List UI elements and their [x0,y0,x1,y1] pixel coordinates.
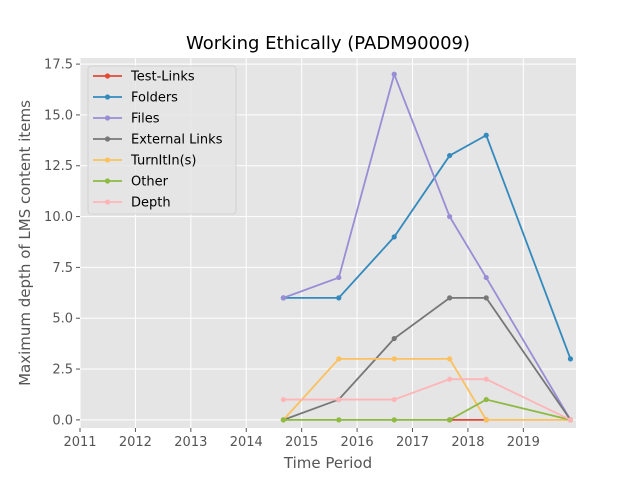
legend-item: Folders [93,91,178,106]
legend-label: Test-Links [130,70,195,85]
data-point-other [336,417,342,423]
y-tick-label: 2.5 [52,363,73,378]
y-axis: 0.0 2.5 5.0 7.5 10.0 12.5 15.0 17.5 [44,58,80,428]
legend-box [87,65,237,215]
legend-item: Test-Links [93,70,195,85]
y-tick-label: 5.0 [52,312,73,327]
data-point-folders [483,132,489,138]
series-depth [280,376,574,423]
series-line-depth [283,378,571,421]
x-axis: 2011 2012 2013 2014 2015 2016 2017 2018 2019 [63,428,540,450]
legend-item: Other [93,175,169,190]
legend-item: TurnItIn(s) [93,154,196,169]
legend-item: Depth [93,196,171,211]
y-tick-label: 10.0 [44,210,73,225]
y-tick-label: 0.0 [52,413,73,428]
data-point-files [391,71,397,77]
x-tick-label: 2017 [396,435,429,450]
data-point-folders [447,152,453,159]
legend-label: Depth [131,196,171,211]
data-point-depth [280,396,286,403]
legend-marker [104,73,111,79]
series-line-turnitin-s [282,357,571,421]
data-point-depth [391,396,397,403]
data-point-folders [391,234,397,240]
legend-label: Other [131,175,169,190]
y-tick-label: 7.5 [52,261,73,276]
legend-marker [104,136,111,142]
legend-label: Folders [131,91,178,106]
legend-item: Files [93,112,160,127]
data-point-depth [567,417,574,423]
data-point-other [280,417,286,423]
legend-marker [104,178,111,184]
x-tick-label: 2015 [285,435,318,450]
data-point-external-links [391,335,397,342]
data-point-turnitin-s [447,356,453,362]
legend: Test-Links Folders Files External Links Turn… [87,65,237,215]
x-tick-label: 2019 [507,435,540,450]
y-tick-label: 12.5 [44,159,73,174]
series-line-external-links [283,296,572,421]
x-tick-label: 2012 [119,435,152,450]
x-tick-label: 2014 [230,435,263,450]
y-tick-label: 15.0 [44,108,73,123]
series-folders [280,132,574,362]
data-point-files [447,213,453,220]
legend-label: External Links [131,133,223,148]
legend-marker [104,94,111,100]
data-point-other [483,396,489,403]
y-tick-label: 17.5 [44,58,73,73]
x-tick-label: 2011 [63,435,96,450]
data-point-depth [336,396,342,403]
data-point-turnitin-s [483,417,489,423]
series-group [280,71,574,423]
data-point-external-links [483,295,489,301]
data-point-turnitin-s [391,356,397,362]
x-tick-label: 2018 [451,435,484,450]
data-point-depth [447,376,453,382]
series-line-other [283,398,571,421]
x-tick-label: 2013 [174,435,207,450]
x-tick-label: 2016 [341,435,374,450]
data-point-other [391,417,397,423]
series-line-folders [283,133,572,360]
data-point-folders [336,295,342,301]
legend-label: Files [131,112,160,127]
legend-label: TurnItIn(s) [130,154,196,169]
series-line-files [283,71,572,421]
data-point-depth [483,376,489,382]
legend-marker [104,199,111,205]
data-point-files [336,274,342,281]
chart-title: Working Ethically (PADM90009) [186,33,470,54]
legend-item: External Links [93,133,223,148]
data-point-other [447,417,453,423]
y-axis-label: Maximum depth of LMS content items [16,100,34,386]
legend-marker [104,157,111,163]
data-point-folders [567,356,574,362]
series-files [280,71,574,423]
x-axis-label: Time Period [283,454,372,472]
data-point-files [280,295,286,301]
legend-marker [104,115,111,121]
data-point-external-links [447,295,453,301]
data-point-files [483,274,489,281]
data-point-turnitin-s [336,356,342,362]
